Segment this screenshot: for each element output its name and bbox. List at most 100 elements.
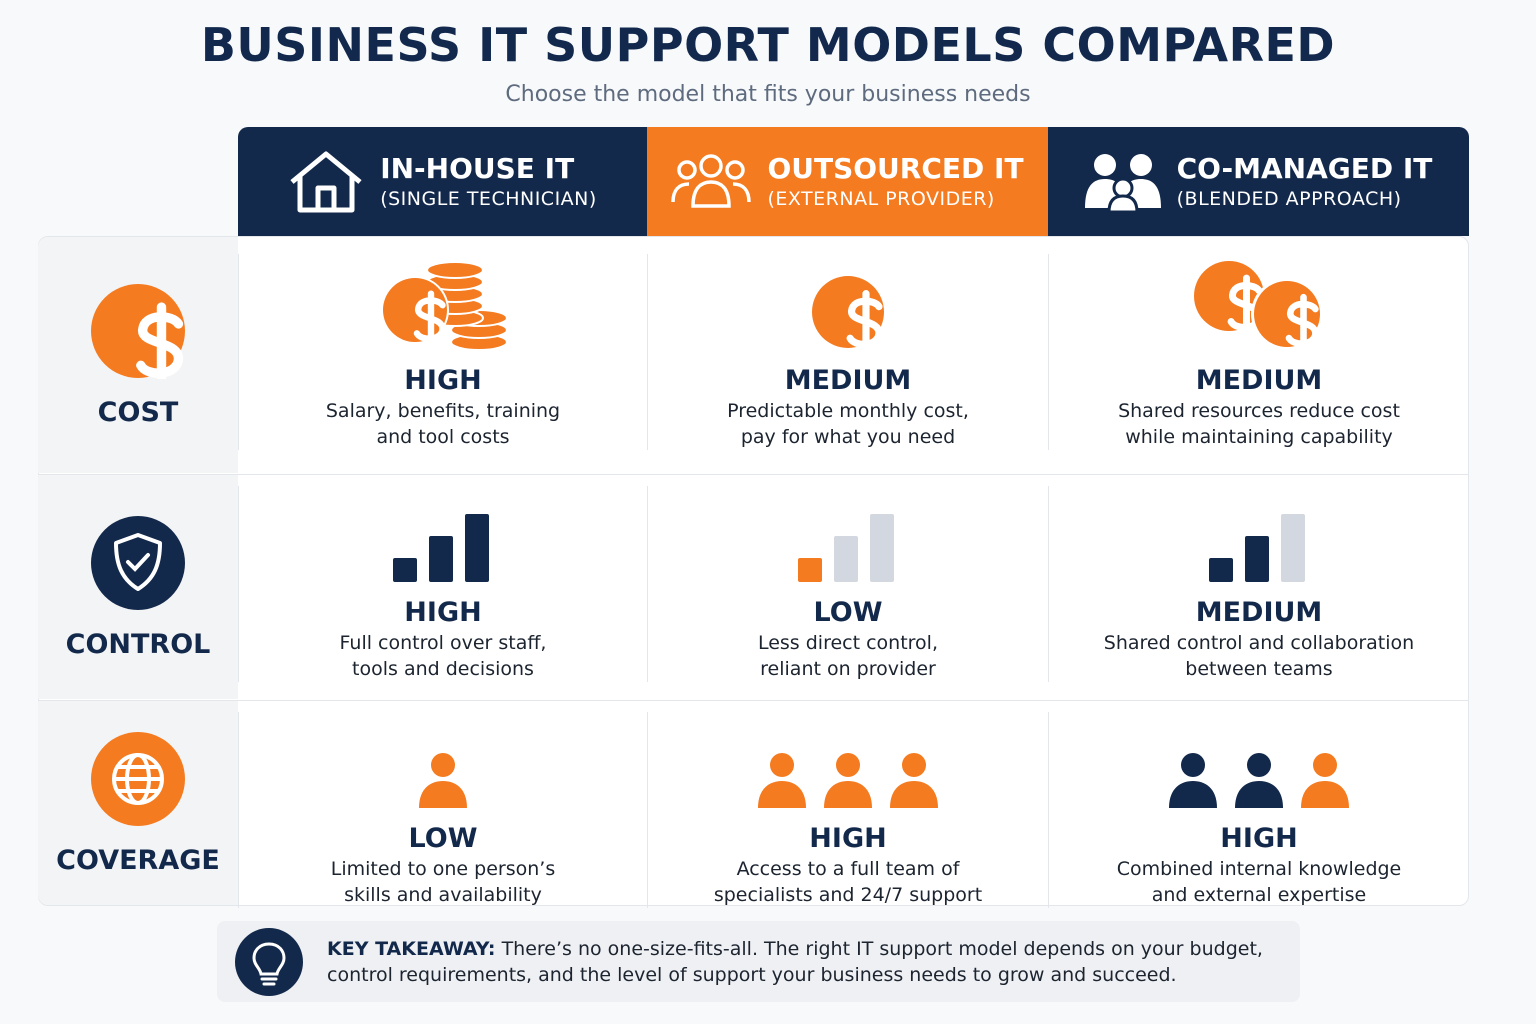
icon-shape	[733, 181, 752, 202]
row-label-cell: CONTROL	[38, 475, 238, 699]
icon-shape	[1129, 153, 1152, 176]
icon-shape	[431, 753, 455, 777]
description-line: specialists and 24/7 support	[713, 884, 983, 906]
icon-shape	[691, 179, 732, 208]
icon-shape	[870, 514, 894, 582]
icon-shape	[112, 752, 164, 805]
description-line: reliant on provider	[760, 658, 936, 680]
description-line: Access to a full team of	[736, 858, 960, 880]
column-subtitle: (BLENDED APPROACH)	[1176, 187, 1402, 210]
person-icon	[1235, 753, 1283, 808]
bulb-icon	[235, 928, 303, 996]
cell-icon	[798, 486, 898, 582]
icon-shape	[1301, 781, 1349, 808]
header-text: OUTSOURCED IT (EXTERNAL PROVIDER)	[767, 152, 1023, 212]
person-icon	[419, 753, 467, 808]
column-header: OUTSOURCED IT (EXTERNAL PROVIDER)	[647, 127, 1048, 236]
icon-shape	[413, 290, 446, 350]
icon-shape	[136, 301, 184, 379]
icon-shape	[126, 552, 150, 572]
rating: MEDIUM	[1195, 597, 1323, 628]
column-title: CO-MANAGED IT	[1176, 151, 1433, 185]
icon-shape	[1285, 293, 1319, 350]
cell-icon	[810, 254, 886, 350]
table-cell: MEDIUM Shared resources reduce cost while …	[1048, 254, 1469, 450]
description-line: Combined internal knowledge	[1116, 858, 1402, 880]
cell-icon	[393, 486, 493, 582]
table-cell: MEDIUM Shared control and collaboration be…	[1048, 486, 1469, 682]
cell-icon	[1168, 712, 1350, 808]
icon-shape	[846, 290, 883, 350]
cell-icon	[1193, 254, 1325, 350]
icon-shape	[1107, 193, 1139, 212]
icon-shape	[902, 753, 926, 777]
icon-shape	[252, 942, 286, 976]
row-icon	[91, 731, 185, 826]
icon-shape	[1235, 781, 1283, 808]
icon-shape	[1285, 293, 1319, 350]
cell-icon	[757, 712, 939, 808]
description-line: tools and decisions	[352, 658, 534, 680]
icon-shape	[671, 181, 690, 202]
icon-shape	[426, 261, 484, 279]
icon-shape	[1227, 274, 1263, 340]
icon-shape	[393, 558, 417, 582]
cell-icon	[1209, 486, 1309, 582]
description-line: Shared control and collaboration	[1103, 632, 1415, 654]
description-line: Shared resources reduce cost	[1118, 400, 1400, 422]
description-line: Limited to one person’s	[330, 858, 556, 880]
icon-shape	[699, 153, 724, 178]
column-header: IN-HOUSE IT (SINGLE TECHNICIAN)	[238, 127, 647, 236]
family-icon	[1084, 153, 1161, 212]
icon-shape	[114, 764, 162, 793]
description-line: Salary, benefits, training	[325, 400, 561, 422]
person-icon	[824, 753, 872, 808]
icon-shape	[136, 301, 184, 379]
person-icon	[1301, 753, 1349, 808]
icon-shape	[834, 536, 858, 582]
takeaway-box: KEY TAKEAWAY: There’s no one-size-fits-a…	[217, 921, 1300, 1002]
subtitle: Choose the model that fits your business…	[505, 82, 1031, 107]
icon-shape	[260, 977, 278, 986]
icon-shape	[725, 159, 746, 180]
row-label: COVERAGE	[56, 844, 220, 876]
icon-shape	[770, 753, 794, 777]
icon-shape	[846, 290, 883, 350]
person-icon	[890, 753, 938, 808]
icon-shape	[677, 159, 698, 180]
rating: HIGH	[404, 597, 482, 628]
icon-shape	[290, 151, 362, 212]
row-label: COST	[97, 396, 179, 428]
rating: LOW	[408, 823, 478, 854]
column-subtitle: (SINGLE TECHNICIAN)	[380, 187, 597, 210]
icon-shape	[1209, 558, 1233, 582]
table-cell: HIGH Access to a full team of specialists …	[647, 712, 1048, 908]
row-divider	[38, 474, 1469, 475]
title: BUSINESS IT SUPPORT MODELS COMPARED	[200, 18, 1336, 72]
cell-icon	[418, 712, 468, 808]
row-divider	[38, 700, 1469, 701]
icon-shape	[465, 514, 489, 582]
takeaway-text: KEY TAKEAWAY: There’s no one-size-fits-a…	[327, 936, 1277, 988]
rating: MEDIUM	[1195, 365, 1323, 396]
column-subtitle: (EXTERNAL PROVIDER)	[767, 187, 995, 210]
table-cell: LOW Less direct control, reliant on provid…	[647, 486, 1048, 682]
icon-shape	[758, 781, 806, 808]
row-label-cell: COVERAGE	[38, 701, 238, 905]
icon-shape	[671, 153, 752, 208]
row-icon	[91, 515, 185, 610]
bars-icon	[393, 514, 489, 582]
takeaway-body: There’s no one-size-fits-all. The right …	[327, 937, 1263, 986]
icon-shape	[1112, 177, 1134, 198]
description-line: skills and availability	[344, 884, 542, 906]
column-title: OUTSOURCED IT	[767, 151, 1024, 185]
takeaway-label: KEY TAKEAWAY:	[327, 937, 496, 960]
column-title: IN-HOUSE IT	[380, 151, 575, 185]
table-cell: HIGH Combined internal knowledge and exter…	[1048, 712, 1469, 908]
icon-shape	[429, 536, 453, 582]
rating: HIGH	[404, 365, 482, 396]
coin-icon	[812, 276, 884, 350]
icon-shape	[836, 753, 860, 777]
icon-shape	[1093, 153, 1116, 176]
